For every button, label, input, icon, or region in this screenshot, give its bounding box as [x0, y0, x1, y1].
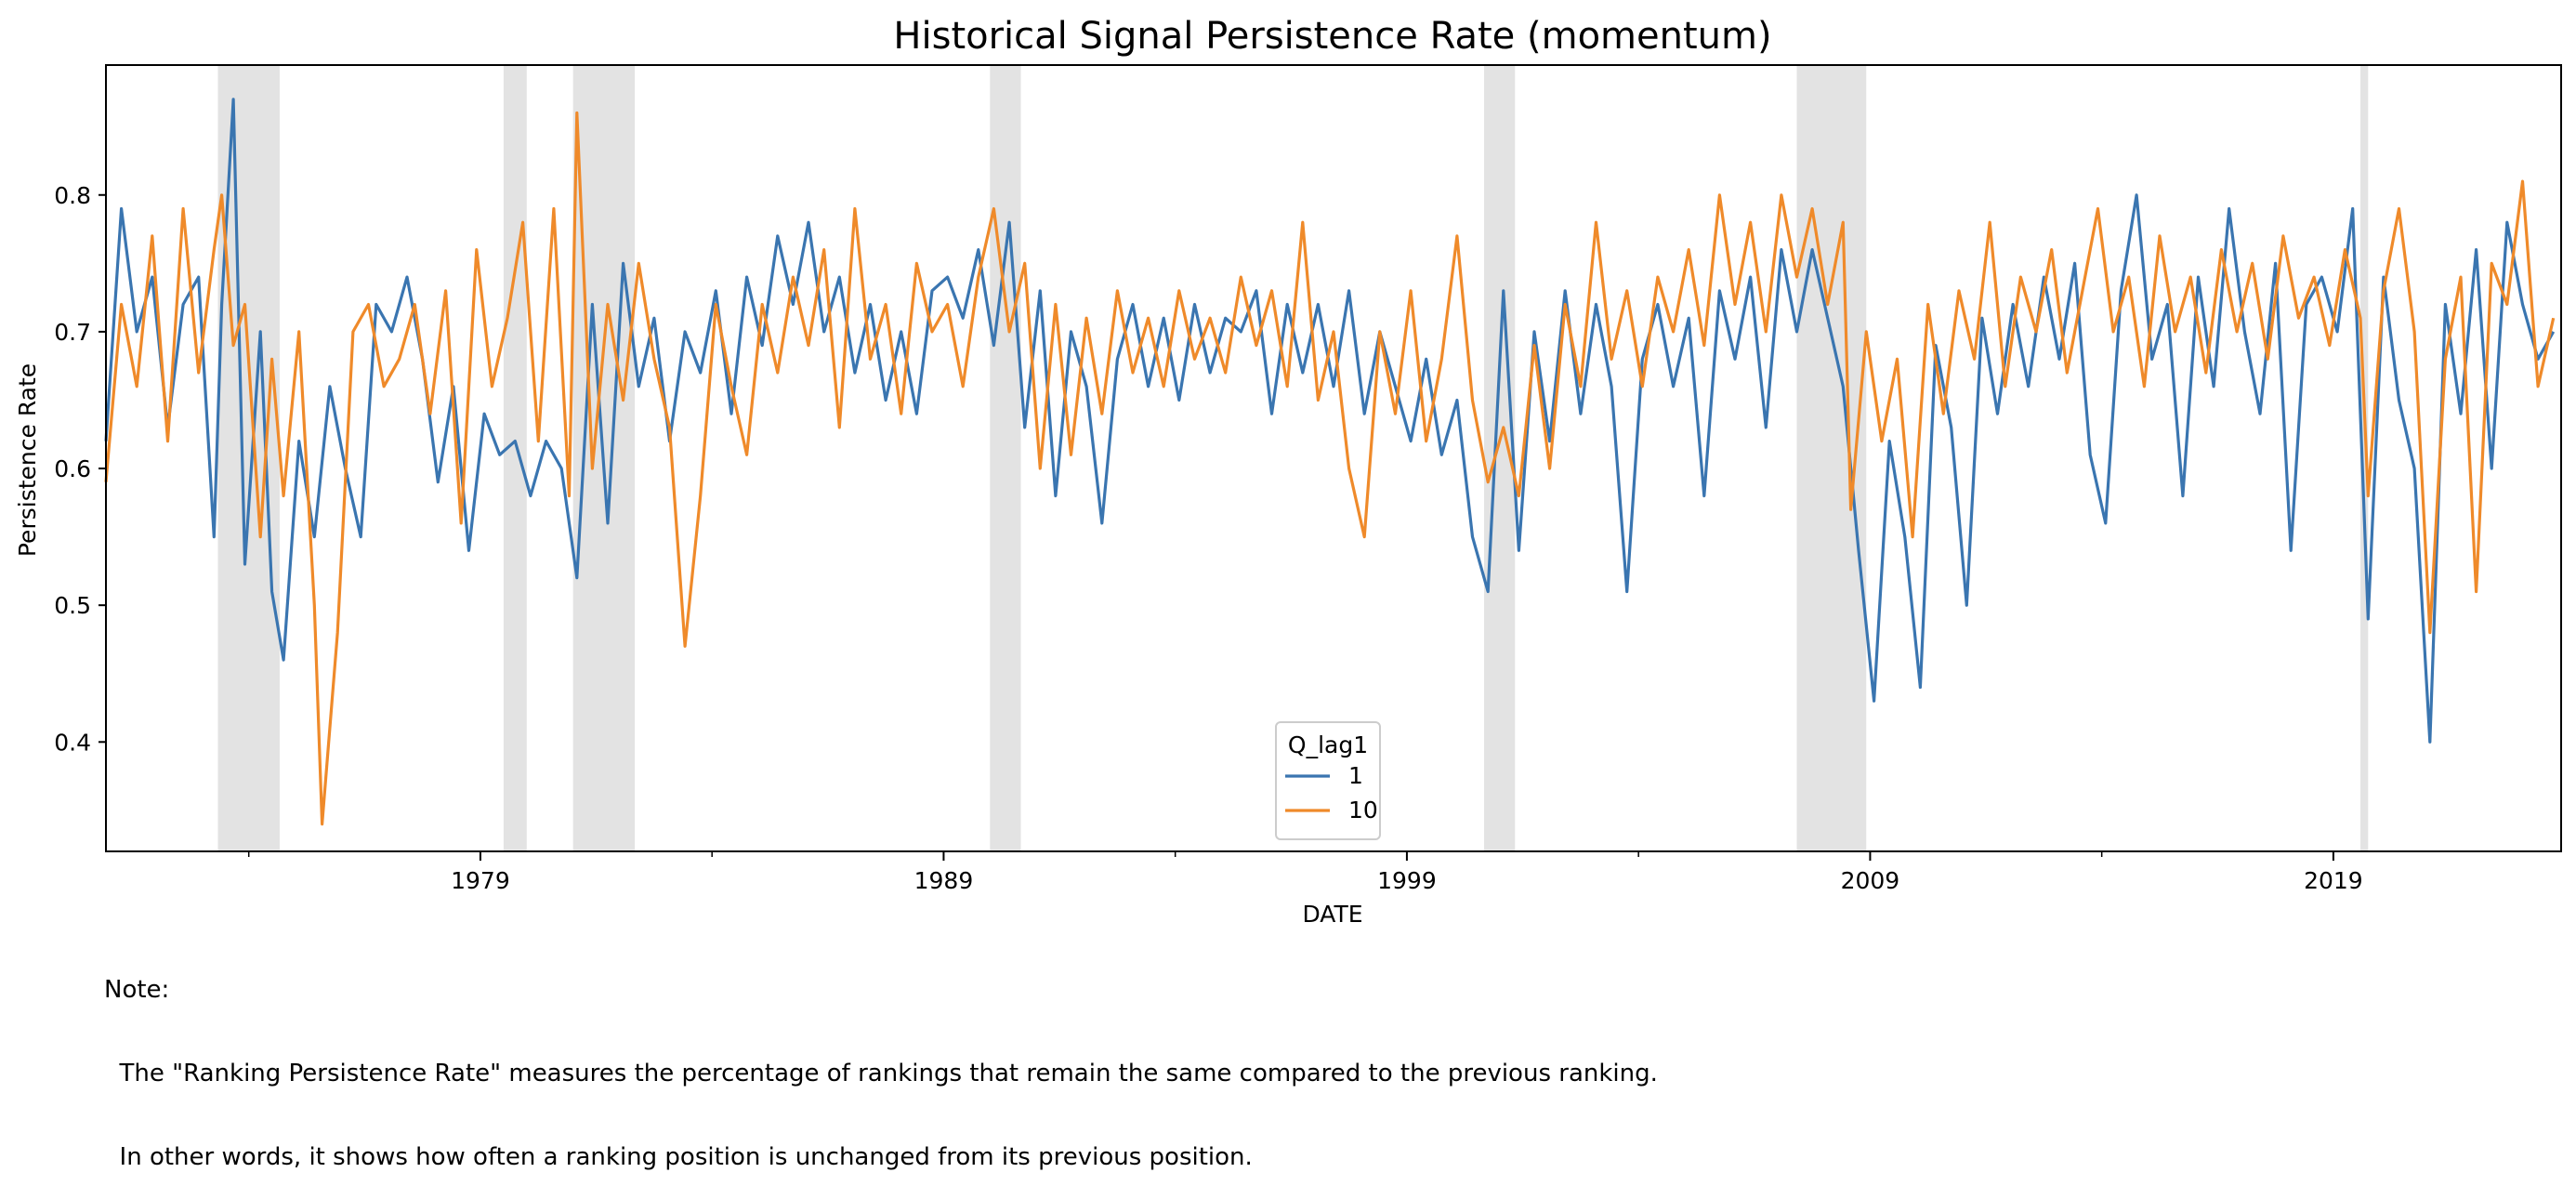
note-line-1: The "Ranking Persistence Rate" measures …: [104, 1060, 1658, 1087]
x-tick-label: 1989: [914, 867, 974, 894]
note-block: Note: The "Ranking Persistence Rate" mea…: [104, 920, 1658, 1199]
legend-label-1: 1: [1348, 762, 1363, 789]
x-tick-label: 2019: [2304, 867, 2363, 894]
series-line-10: [104, 111, 2556, 826]
y-tick-label: 0.8: [54, 182, 91, 209]
legend-label-10: 10: [1348, 797, 1378, 823]
plot-frame: [105, 64, 2562, 852]
x-tick-label: 2009: [1841, 867, 1900, 894]
chart-figure: Historical Signal Persistence Rate (mome…: [14, 15, 2562, 928]
note-heading: Note:: [104, 976, 170, 1004]
shaded-period-2: [503, 65, 527, 851]
x-axis-label: DATE: [1302, 901, 1362, 928]
x-tick-label: 1999: [1377, 867, 1437, 894]
legend-title: Q_lag1: [1288, 731, 1368, 758]
y-tick-label: 0.4: [54, 729, 91, 756]
chart-title: Historical Signal Persistence Rate (mome…: [893, 15, 1771, 58]
y-tick-label: 0.6: [54, 455, 91, 482]
shaded-period-4: [990, 65, 1021, 851]
plot-area: 0.4 0.5 0.6 0.7 0.8 1979 1989 1999 2009 2019 Q_lag…: [54, 64, 2562, 894]
series-line-1: [104, 98, 2556, 744]
x-tick-label: 1979: [451, 867, 510, 894]
y-axis-label: Persistence Rate: [14, 363, 41, 557]
y-tick-label: 0.7: [54, 319, 91, 346]
note-line-2: In other words, it shows how often a ran…: [104, 1143, 1253, 1171]
shaded-period-7: [2359, 65, 2369, 851]
y-tick-label: 0.5: [54, 592, 91, 619]
legend: Q_lag1 1 10: [1275, 721, 1381, 840]
